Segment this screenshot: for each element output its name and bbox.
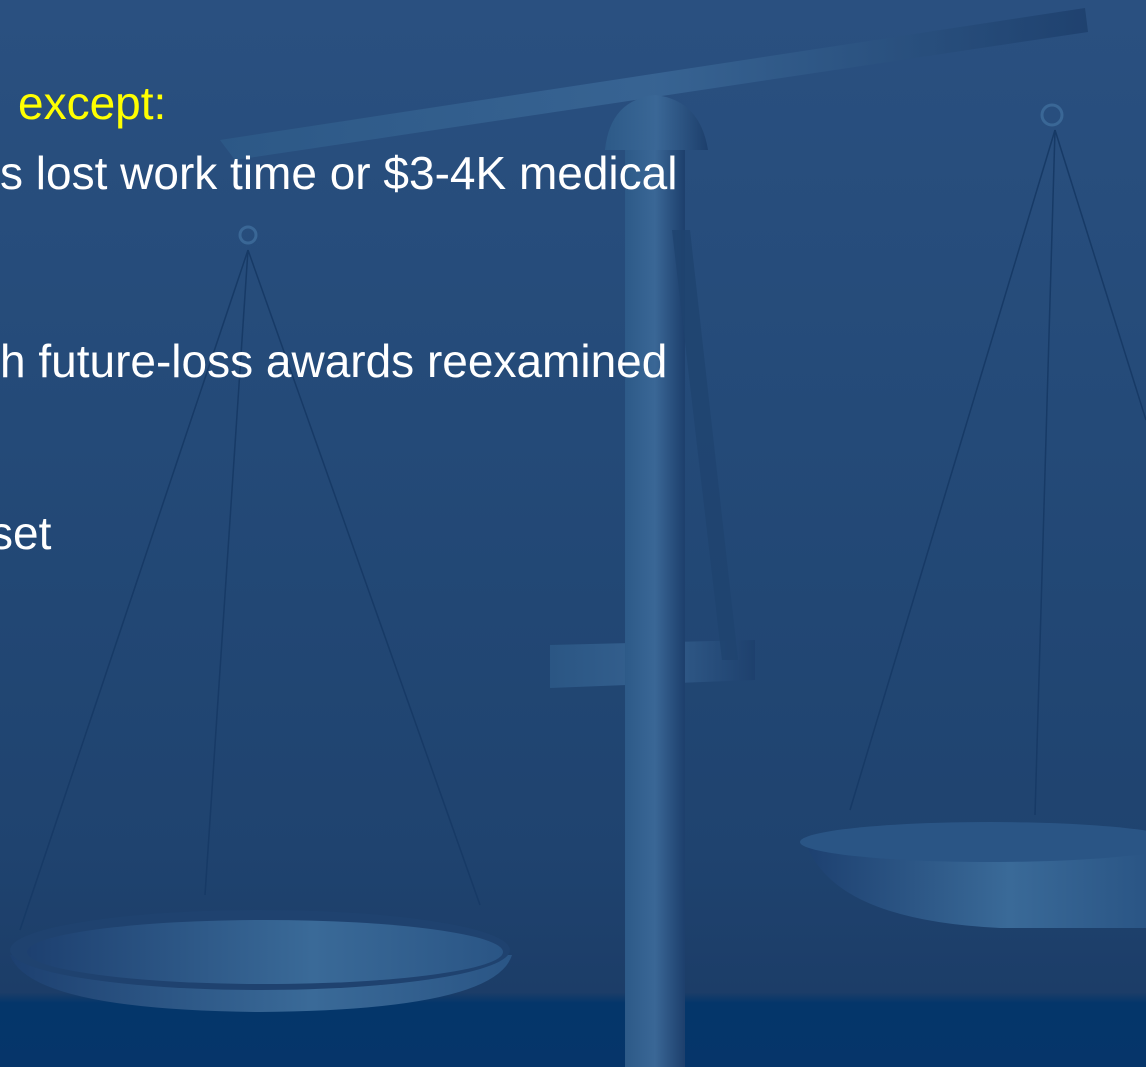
slide: except: s lost work time or $3-4K medica… — [0, 0, 1146, 1067]
bullet-text: s lost work time or $3-4K medical — [0, 150, 677, 196]
bullet-text: set — [0, 510, 51, 556]
bullet-text: h future-loss awards reexamined — [0, 338, 667, 384]
heading: except: — [18, 80, 166, 126]
